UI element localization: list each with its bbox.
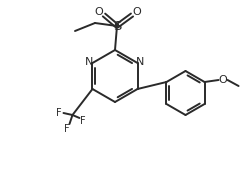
Text: N: N bbox=[85, 57, 94, 67]
Text: S: S bbox=[113, 19, 121, 33]
Text: O: O bbox=[218, 75, 227, 85]
Text: N: N bbox=[136, 57, 145, 67]
Text: F: F bbox=[64, 124, 69, 134]
Text: O: O bbox=[95, 7, 103, 17]
Text: F: F bbox=[56, 108, 61, 118]
Text: F: F bbox=[80, 116, 85, 126]
Text: O: O bbox=[133, 7, 141, 17]
